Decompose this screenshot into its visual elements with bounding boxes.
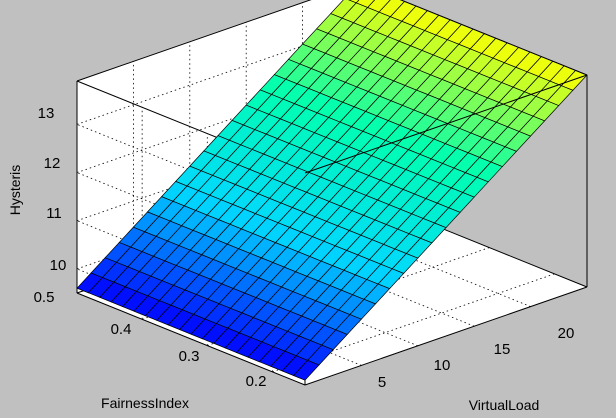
- y-tick-label: 0.3: [179, 348, 200, 365]
- z-tick-labels: 13 12 11 10: [38, 105, 67, 274]
- x-tick-labels: 5 10 15 20: [378, 325, 575, 391]
- axes-box-edge: [304, 74, 588, 174]
- axes-box-edge: [76, 292, 306, 386]
- y-tick-labels: 0.5 0.4 0.3 0.2: [34, 289, 267, 390]
- x-tick-label: 5: [378, 374, 386, 391]
- y-tick-label: 0.4: [111, 321, 132, 338]
- y-axis-label: FairnessIndex: [101, 395, 189, 411]
- y-tick-label: 0.5: [34, 289, 55, 306]
- x-axis-label: VirtualLoad: [469, 397, 540, 413]
- x-tick-label: 15: [494, 341, 511, 358]
- z-tick-label: 13: [38, 105, 55, 122]
- axes-box-edge: [399, 0, 588, 76]
- axes-box-edge: [304, 286, 588, 386]
- x-tick-label: 10: [434, 357, 451, 374]
- surface-mesh: [76, 0, 588, 381]
- x-tick-label: 20: [558, 325, 575, 342]
- x-gridline: [302, 214, 531, 307]
- axes-box-edge: [76, 0, 312, 82]
- z-tick-label: 11: [46, 205, 62, 222]
- axes-box-front: [304, 0, 588, 287]
- z-axis-label: Hysteris: [7, 165, 23, 216]
- surface-patch: [355, 0, 376, 8]
- z-tick-label: 10: [50, 257, 67, 274]
- y-tick-label: 0.2: [246, 373, 267, 390]
- z-tick-label: 12: [44, 155, 61, 172]
